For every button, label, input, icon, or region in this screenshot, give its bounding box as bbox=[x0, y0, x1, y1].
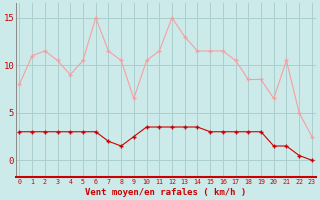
X-axis label: Vent moyen/en rafales ( km/h ): Vent moyen/en rafales ( km/h ) bbox=[85, 188, 246, 197]
